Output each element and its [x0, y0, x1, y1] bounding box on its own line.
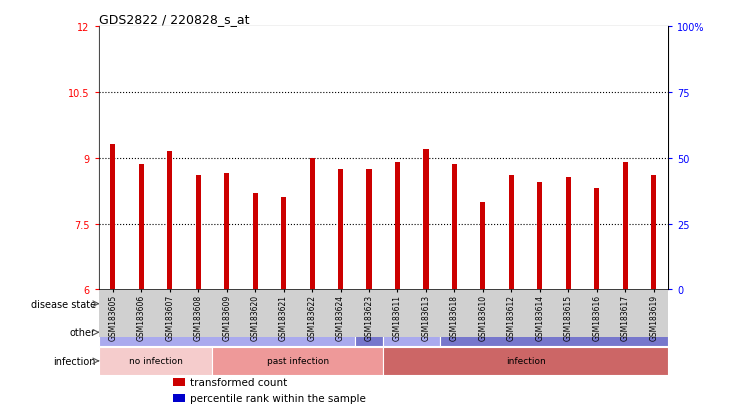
- Bar: [383, 319, 440, 346]
- Text: acute malaria: acute malaria: [385, 299, 438, 309]
- Bar: [566, 178, 571, 290]
- Bar: [509, 176, 514, 290]
- Bar: [110, 145, 115, 290]
- Bar: [366, 169, 372, 290]
- Bar: [310, 158, 315, 290]
- Point: [164, 28, 176, 34]
- Point: [107, 25, 119, 31]
- Point: [221, 50, 233, 57]
- Bar: [139, 165, 144, 290]
- Bar: [224, 173, 229, 290]
- Point: [250, 68, 261, 75]
- Bar: [594, 189, 599, 290]
- Point: [620, 42, 631, 49]
- Point: [364, 47, 375, 54]
- Bar: [99, 290, 383, 318]
- Point: [563, 50, 575, 57]
- Text: other: other: [69, 328, 96, 337]
- Text: inflam
ed: inflam ed: [359, 328, 379, 337]
- Bar: [452, 165, 457, 290]
- Bar: [537, 183, 542, 290]
- Text: transformed count: transformed count: [190, 377, 287, 387]
- Text: uninflamed: uninflamed: [390, 328, 434, 337]
- Text: no infection: no infection: [128, 356, 182, 366]
- Text: disease state: disease state: [31, 299, 96, 309]
- Text: control: control: [225, 299, 257, 309]
- Point: [307, 45, 318, 51]
- Point: [534, 55, 546, 62]
- Bar: [383, 290, 440, 318]
- Text: infection: infection: [506, 356, 545, 366]
- Point: [335, 50, 347, 57]
- Bar: [383, 347, 668, 375]
- Point: [591, 63, 603, 69]
- Text: past infection: past infection: [266, 356, 329, 366]
- Bar: [253, 193, 258, 290]
- Point: [449, 42, 461, 49]
- Text: infection: infection: [53, 356, 96, 366]
- Bar: [355, 319, 383, 346]
- Bar: [99, 319, 355, 346]
- Bar: [651, 176, 656, 290]
- Bar: [338, 169, 343, 290]
- Text: inflamed: inflamed: [534, 328, 574, 337]
- Bar: [172, 394, 185, 402]
- Point: [136, 34, 147, 40]
- Bar: [281, 198, 286, 290]
- Text: percentile rank within the sample: percentile rank within the sample: [190, 393, 366, 403]
- Point: [392, 42, 404, 49]
- Bar: [172, 378, 185, 386]
- Point: [278, 66, 290, 72]
- Bar: [167, 152, 172, 290]
- Text: chronic malaria: chronic malaria: [519, 299, 589, 309]
- Bar: [196, 176, 201, 290]
- Bar: [395, 163, 400, 290]
- Bar: [623, 163, 628, 290]
- Text: GDS2822 / 220828_s_at: GDS2822 / 220828_s_at: [99, 13, 249, 26]
- Bar: [423, 150, 429, 290]
- Point: [648, 52, 660, 59]
- Bar: [99, 347, 212, 375]
- Text: uninflamed: uninflamed: [201, 328, 253, 337]
- Point: [193, 55, 204, 62]
- Bar: [440, 290, 668, 318]
- Bar: [480, 202, 485, 290]
- Bar: [212, 347, 383, 375]
- Bar: [440, 319, 668, 346]
- Point: [506, 52, 518, 59]
- Point: [420, 31, 432, 38]
- Point: [477, 71, 489, 78]
